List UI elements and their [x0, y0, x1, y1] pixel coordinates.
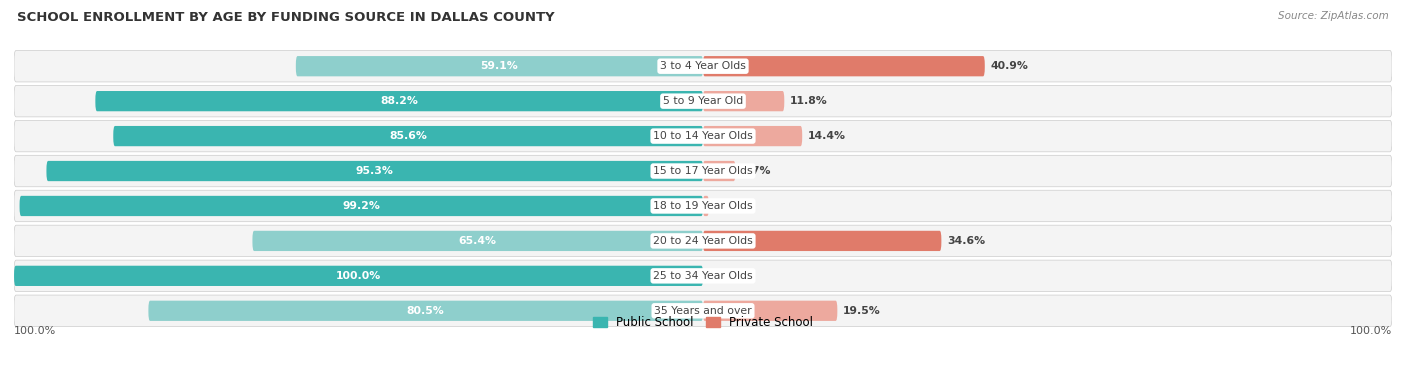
Text: 95.3%: 95.3%: [356, 166, 394, 176]
Text: 14.4%: 14.4%: [807, 131, 846, 141]
Text: 3 to 4 Year Olds: 3 to 4 Year Olds: [659, 61, 747, 71]
FancyBboxPatch shape: [14, 190, 1392, 222]
FancyBboxPatch shape: [20, 196, 703, 216]
Text: 88.2%: 88.2%: [380, 96, 418, 106]
Text: 15 to 17 Year Olds: 15 to 17 Year Olds: [654, 166, 752, 176]
Text: 0.84%: 0.84%: [714, 201, 752, 211]
FancyBboxPatch shape: [14, 295, 1392, 326]
Text: 5 to 9 Year Old: 5 to 9 Year Old: [662, 96, 744, 106]
Text: SCHOOL ENROLLMENT BY AGE BY FUNDING SOURCE IN DALLAS COUNTY: SCHOOL ENROLLMENT BY AGE BY FUNDING SOUR…: [17, 11, 554, 24]
Text: 19.5%: 19.5%: [842, 306, 880, 316]
Text: 80.5%: 80.5%: [406, 306, 444, 316]
Legend: Public School, Private School: Public School, Private School: [593, 316, 813, 329]
Text: 4.7%: 4.7%: [741, 166, 772, 176]
Text: 100.0%: 100.0%: [1350, 326, 1392, 336]
FancyBboxPatch shape: [253, 231, 703, 251]
FancyBboxPatch shape: [703, 91, 785, 111]
FancyBboxPatch shape: [703, 161, 735, 181]
FancyBboxPatch shape: [14, 225, 1392, 257]
FancyBboxPatch shape: [14, 155, 1392, 187]
Text: 65.4%: 65.4%: [458, 236, 496, 246]
Text: 11.8%: 11.8%: [790, 96, 828, 106]
Text: Source: ZipAtlas.com: Source: ZipAtlas.com: [1278, 11, 1389, 21]
FancyBboxPatch shape: [14, 86, 1392, 117]
FancyBboxPatch shape: [114, 126, 703, 146]
Text: 34.6%: 34.6%: [946, 236, 986, 246]
Text: 0.0%: 0.0%: [709, 271, 738, 281]
Text: 25 to 34 Year Olds: 25 to 34 Year Olds: [654, 271, 752, 281]
FancyBboxPatch shape: [14, 51, 1392, 82]
Text: 20 to 24 Year Olds: 20 to 24 Year Olds: [654, 236, 752, 246]
Text: 40.9%: 40.9%: [990, 61, 1028, 71]
FancyBboxPatch shape: [703, 301, 838, 321]
FancyBboxPatch shape: [14, 266, 703, 286]
FancyBboxPatch shape: [295, 56, 703, 76]
FancyBboxPatch shape: [149, 301, 703, 321]
Text: 10 to 14 Year Olds: 10 to 14 Year Olds: [654, 131, 752, 141]
FancyBboxPatch shape: [703, 196, 709, 216]
FancyBboxPatch shape: [46, 161, 703, 181]
FancyBboxPatch shape: [14, 260, 1392, 291]
Text: 59.1%: 59.1%: [481, 61, 519, 71]
FancyBboxPatch shape: [703, 126, 803, 146]
Text: 18 to 19 Year Olds: 18 to 19 Year Olds: [654, 201, 752, 211]
FancyBboxPatch shape: [703, 56, 984, 76]
Text: 99.2%: 99.2%: [342, 201, 380, 211]
Text: 35 Years and over: 35 Years and over: [654, 306, 752, 316]
FancyBboxPatch shape: [96, 91, 703, 111]
FancyBboxPatch shape: [703, 231, 942, 251]
Text: 100.0%: 100.0%: [336, 271, 381, 281]
Text: 85.6%: 85.6%: [389, 131, 427, 141]
Text: 100.0%: 100.0%: [14, 326, 56, 336]
FancyBboxPatch shape: [14, 120, 1392, 152]
